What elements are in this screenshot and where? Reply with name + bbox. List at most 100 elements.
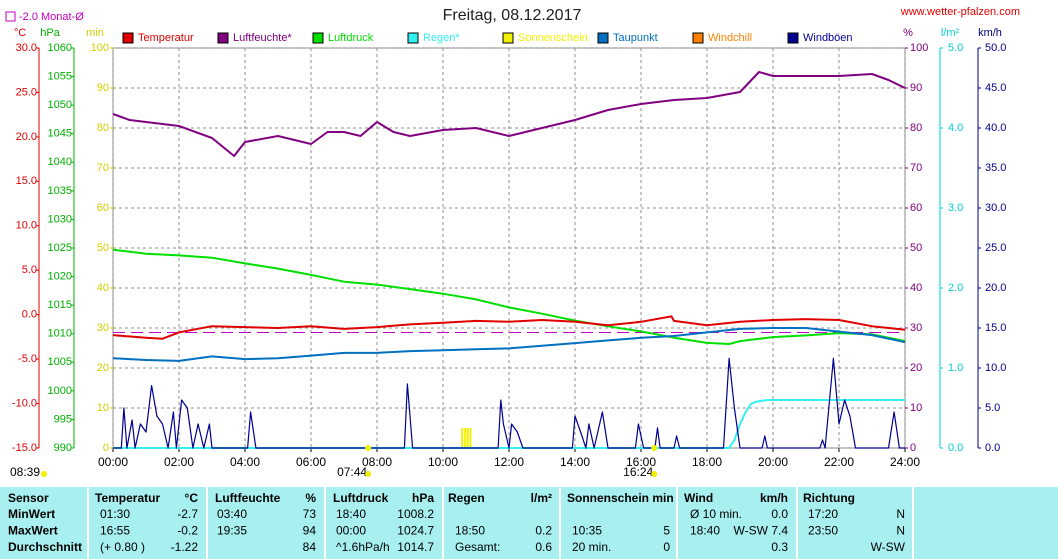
y-tick-label: 30.0 xyxy=(16,42,37,54)
sun-icon xyxy=(41,471,47,477)
sun-icon xyxy=(365,471,372,477)
y-tick-label: 990 xyxy=(54,442,72,454)
table-header: km/h xyxy=(760,491,788,505)
series-line xyxy=(112,327,906,362)
table-cell: 0.0 xyxy=(771,507,788,521)
axis-unit: km/h xyxy=(978,27,1002,39)
table-cell: N xyxy=(896,524,905,538)
y-tick-label: 60 xyxy=(910,202,922,214)
y-tick-label: -5.0 xyxy=(18,353,37,365)
sunshine-bar xyxy=(461,428,464,448)
y-tick-label: 0.0 xyxy=(22,309,37,321)
table-row-label: MinWert xyxy=(8,507,55,521)
y-tick-label: 1060 xyxy=(48,42,72,54)
table-header: Sonnenschein min xyxy=(567,491,674,505)
sun-time: 16:24 xyxy=(623,465,653,479)
x-tick-label: 02:00 xyxy=(164,455,194,469)
legend-swatch xyxy=(502,32,514,44)
table-cell: 73 xyxy=(303,507,317,521)
table-header: Temperatur xyxy=(95,491,160,505)
y-tick-label: 0 xyxy=(103,442,109,454)
axis-unit: hPa xyxy=(40,27,60,39)
table-cell: W-SW xyxy=(871,540,906,554)
table-cell: 94 xyxy=(303,524,317,538)
y-tick-label: 1010 xyxy=(48,328,72,340)
y-tick-label: 20.0 xyxy=(985,282,1006,294)
table-cell: 0.2 xyxy=(535,524,552,538)
table-cell: -0.2 xyxy=(177,524,198,538)
x-tick-label: 18:00 xyxy=(692,455,722,469)
table-cell: 0.6 xyxy=(535,540,552,554)
sun-marker xyxy=(651,445,658,451)
x-tick-label: 00:00 xyxy=(98,455,128,469)
x-tick-label: 12:00 xyxy=(494,455,524,469)
y-tick-label: 35.0 xyxy=(985,162,1006,174)
y-tick-label: 995 xyxy=(54,413,72,425)
table-cell: 10:35 xyxy=(572,524,602,538)
y-tick-label: 0.0 xyxy=(985,442,1000,454)
table-cell: ^1.6hPa/h xyxy=(336,540,390,554)
sun-time: 07:44 xyxy=(337,465,367,479)
y-tick-label: 1015 xyxy=(48,299,72,311)
table-header: Regen xyxy=(448,491,485,505)
table-row-label: MaxWert xyxy=(8,524,58,538)
y-tick-label: 80 xyxy=(97,122,109,134)
y-tick-label: 1050 xyxy=(48,99,72,111)
table-cell: 18:50 xyxy=(455,524,485,538)
legend-label: Temperatur xyxy=(138,32,194,44)
table-header: Sensor xyxy=(8,491,49,505)
y-tick-label: 1000 xyxy=(48,385,72,397)
table-cell: (+ 0.80 ) xyxy=(100,540,145,554)
legend-label: Regen* xyxy=(423,32,460,44)
legend-swatch xyxy=(217,32,229,44)
y-tick-label: 10 xyxy=(910,402,922,414)
table-cell: 23:50 xyxy=(808,524,838,538)
table-cell: 03:40 xyxy=(217,507,247,521)
legend-label: Windchill xyxy=(708,32,752,44)
sunshine-bar xyxy=(469,428,472,448)
table-header: Luftfeuchte xyxy=(215,491,281,505)
legend-swatch xyxy=(407,32,419,44)
y-tick-label: -10.0 xyxy=(12,397,37,409)
y-tick-label: 30 xyxy=(97,322,109,334)
table-cell: -2.7 xyxy=(177,507,198,521)
legend-label: Luftfeuchte* xyxy=(233,32,292,44)
x-tick-label: 04:00 xyxy=(230,455,260,469)
y-tick-label: 50 xyxy=(97,242,109,254)
table-cell: -1.22 xyxy=(171,540,199,554)
y-tick-label: 5.0 xyxy=(22,264,37,276)
table-row-label: Durchschnitt xyxy=(8,540,82,554)
source-url: www.wetter-pfalzen.com xyxy=(900,6,1020,18)
y-tick-label: 40 xyxy=(97,282,109,294)
y-tick-label: 10.0 xyxy=(16,220,37,232)
table-cell: 18:40 xyxy=(690,524,720,538)
legend-swatch xyxy=(692,32,704,44)
y-tick-label: 50.0 xyxy=(985,42,1006,54)
table-header: % xyxy=(305,491,316,505)
y-tick-label: 2.0 xyxy=(948,282,963,294)
legend-swatch xyxy=(312,32,324,44)
y-tick-label: 1025 xyxy=(48,242,72,254)
table-cell: 1024.7 xyxy=(397,524,434,538)
day-length: 08:39 xyxy=(10,465,40,479)
y-tick-label: 5.0 xyxy=(985,402,1000,414)
x-tick-label: 22:00 xyxy=(824,455,854,469)
table-cell: 0 xyxy=(663,540,670,554)
x-tick-label: 08:00 xyxy=(362,455,392,469)
y-tick-label: 1005 xyxy=(48,356,72,368)
y-tick-label: 50 xyxy=(910,242,922,254)
y-tick-label: 20 xyxy=(97,362,109,374)
table-header: Luftdruck xyxy=(333,491,389,505)
sunshine-bar xyxy=(464,428,467,448)
y-tick-label: 30.0 xyxy=(985,202,1006,214)
x-tick-label: 16:00 xyxy=(626,455,656,469)
y-tick-label: 70 xyxy=(97,162,109,174)
legend-swatch xyxy=(597,32,609,44)
table-header: Wind xyxy=(684,491,713,505)
table-cell: 17:20 xyxy=(808,507,838,521)
axis-unit: l/m² xyxy=(941,27,960,39)
x-tick-label: 14:00 xyxy=(560,455,590,469)
table-header: hPa xyxy=(412,491,434,505)
legend-swatch xyxy=(787,32,799,44)
table-header: l/m² xyxy=(531,491,552,505)
